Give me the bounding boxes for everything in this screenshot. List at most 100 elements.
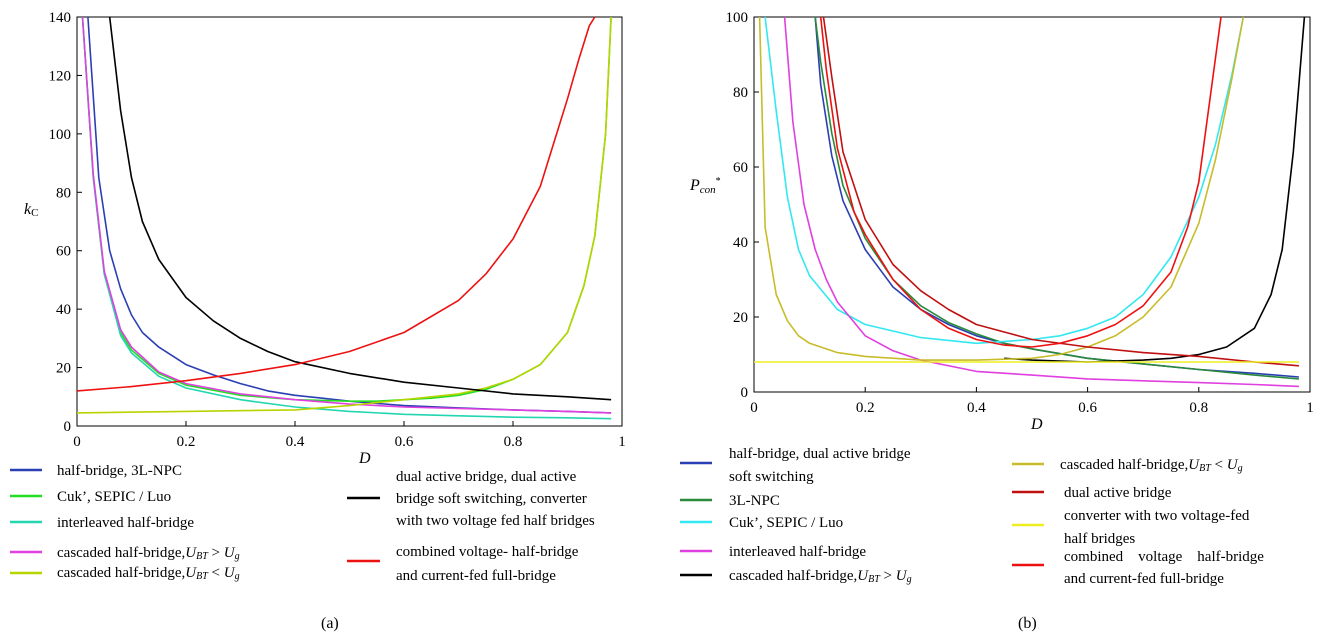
legend-a-left: half-bridge, 3L-NPC Cuk’, SEPIC / Luo in… — [10, 463, 240, 582]
gt: > — [880, 568, 896, 584]
chart-a-ylabel-k: k — [24, 201, 32, 218]
chart-b-ytick-label: 0 — [741, 385, 749, 401]
legend-b-conv-line1: converter with two voltage-fed — [1064, 508, 1250, 524]
chart-a-ylabel-sub: C — [31, 207, 38, 219]
chart-b-xtick-label: 1 — [1306, 400, 1314, 416]
legend-b-casc2: cascaded half-bridge,UBT < Ug — [1060, 457, 1243, 474]
ug-sub: g — [235, 551, 240, 562]
lt: < — [208, 565, 224, 581]
chart-b-ytick-label: 80 — [733, 85, 748, 101]
chart-b-xtick-label: 0 — [750, 400, 758, 416]
chart-b-ytick-label: 60 — [733, 160, 748, 176]
chart-a-series-3-line — [81, 16, 612, 420]
ubt: U — [185, 565, 197, 581]
legend-b-hb-line1: half-bridge, dual active bridge — [729, 446, 911, 462]
chart-a-series-6-line — [108, 16, 612, 401]
legend-a-label-4-text: cascaded half-bridge, — [57, 545, 185, 561]
chart-b-ylabel-sub: con — [700, 184, 716, 196]
chart-b-ytick-label: 40 — [733, 235, 748, 251]
legend-b-npc: 3L-NPC — [729, 493, 780, 509]
chart-b-xtick-label: 0.8 — [1189, 400, 1208, 416]
chart-b-ytick-label: 100 — [726, 10, 749, 26]
chart-b-xtick-label: 0.4 — [967, 400, 986, 416]
ug: U — [224, 565, 236, 581]
caption-a: (a) — [321, 615, 339, 632]
chart-a: 0 0.2 0.4 0.6 0.8 1 0 20 40 60 80 100 120 140 kC D — [24, 10, 626, 467]
ug-sub: g — [1238, 463, 1243, 474]
legend-b-left: half-bridge, dual active bridge soft swi… — [680, 446, 912, 585]
legend-a-label-3: interleaved half-bridge — [57, 515, 194, 531]
chart-a-series-2-line — [81, 16, 612, 403]
chart-a-xtick-label: 0.2 — [177, 434, 196, 450]
chart-b-xtick-label: 0.2 — [856, 400, 875, 416]
chart-b-series — [754, 16, 1306, 388]
legend-b-comb-line1: combined voltage half-bridge — [1064, 549, 1264, 565]
chart-a-frame — [76, 16, 623, 427]
chart-b-series-1-line — [814, 16, 1299, 378]
chart-b-xtick-label: 0.6 — [1078, 400, 1097, 416]
legend-b-conv-line2: half bridges — [1064, 531, 1135, 547]
chart-b-series-9-line — [819, 16, 1222, 348]
legend-a-comb-line2: and current-fed full-bridge — [396, 568, 556, 584]
legend-b-casc2-text: cascaded half-bridge, — [1060, 457, 1188, 473]
legend-a-label-1: half-bridge, 3L-NPC — [57, 463, 182, 479]
caption-b: (b) — [1018, 615, 1037, 632]
chart-b-ticks: 0 0.2 0.4 0.6 0.8 1 0 20 40 60 80 100 — [726, 10, 1314, 416]
chart-a-series-5-line — [76, 16, 612, 414]
chart-a-xtick-label: 0.8 — [504, 434, 523, 450]
chart-a-ytick-label: 140 — [49, 10, 72, 26]
chart-a-series-7-line — [76, 16, 596, 392]
legend-b-comb-line2: and current-fed full-bridge — [1064, 571, 1224, 587]
ug-sub: g — [235, 571, 240, 582]
chart-b-ytick-label: 20 — [733, 310, 748, 326]
chart-a-xlabel: D — [358, 450, 371, 467]
legend-a-comb-line1: combined voltage- half-bridge — [396, 544, 579, 560]
chart-a-ytick-label: 60 — [56, 244, 71, 260]
chart-b-series-4-line — [783, 16, 1299, 388]
chart-a-ytick-label: 100 — [49, 127, 72, 143]
chart-b-series-3-line — [764, 16, 1245, 345]
legend-b-right: cascaded half-bridge,UBT < Ug dual activ… — [1012, 457, 1264, 587]
chart-a-ylabel: kC — [24, 201, 38, 219]
legend-a-label-2: Cuk’, SEPIC / Luo — [57, 489, 171, 505]
ubt-sub: BT — [1199, 463, 1212, 474]
legend-a-dab-line1: dual active bridge, dual active — [396, 469, 577, 485]
chart-a-xtick-label: 0.6 — [395, 434, 414, 450]
chart-a-xtick-label: 1 — [618, 434, 626, 450]
chart-a-ytick-label: 20 — [56, 361, 71, 377]
legend-a-dab-line3: with two voltage fed half bridges — [396, 513, 595, 529]
chart-b-series-2-line — [814, 16, 1299, 380]
chart-a-ytick-label: 40 — [56, 302, 71, 318]
chart-a-xtick-label: 0 — [73, 434, 81, 450]
legend-a-label-5: cascaded half-bridge,UBT < Ug — [57, 565, 240, 582]
gt: > — [208, 545, 224, 561]
ubt: U — [1188, 457, 1200, 473]
chart-b-ylabel: Pcon* — [689, 176, 721, 196]
chart-a-series — [76, 16, 612, 420]
chart-a-ticks: 0 0.2 0.4 0.6 0.8 1 0 20 40 60 80 100 120 140 — [49, 10, 626, 450]
chart-a-series-4-line — [81, 16, 612, 414]
ubt-sub: BT — [196, 551, 209, 562]
chart-a-ytick-label: 0 — [64, 419, 72, 435]
ubt: U — [857, 568, 869, 584]
chart-a-ytick-label: 120 — [49, 68, 72, 84]
ug: U — [224, 545, 236, 561]
ubt-sub: BT — [868, 574, 881, 585]
chart-a-xtick-label: 0.4 — [286, 434, 305, 450]
chart-b: 0 0.2 0.4 0.6 0.8 1 0 20 40 60 80 100 Pcon* D — [689, 10, 1314, 433]
legend-a-label-4: cascaded half-bridge,UBT > Ug — [57, 545, 240, 562]
legend-b-hb-line2: soft switching — [729, 469, 814, 485]
chart-a-ytick-label: 80 — [56, 185, 71, 201]
chart-b-series-5-line — [1004, 16, 1306, 363]
legend-a-label-5-text: cascaded half-bridge, — [57, 565, 185, 581]
chart-a-series-1-line — [87, 16, 612, 414]
chart-b-xlabel: D — [1030, 416, 1043, 433]
chart-b-series-7-line — [822, 16, 1299, 367]
legend-b-casc-text: cascaded half-bridge, — [729, 568, 857, 584]
legend-a-right: dual active bridge, dual active bridge s… — [347, 469, 595, 584]
chart-b-ylabel-p: P — [689, 177, 700, 194]
ubt-sub: BT — [196, 571, 209, 582]
lt: < — [1211, 457, 1227, 473]
legend-b-dab: dual active bridge — [1064, 485, 1172, 501]
